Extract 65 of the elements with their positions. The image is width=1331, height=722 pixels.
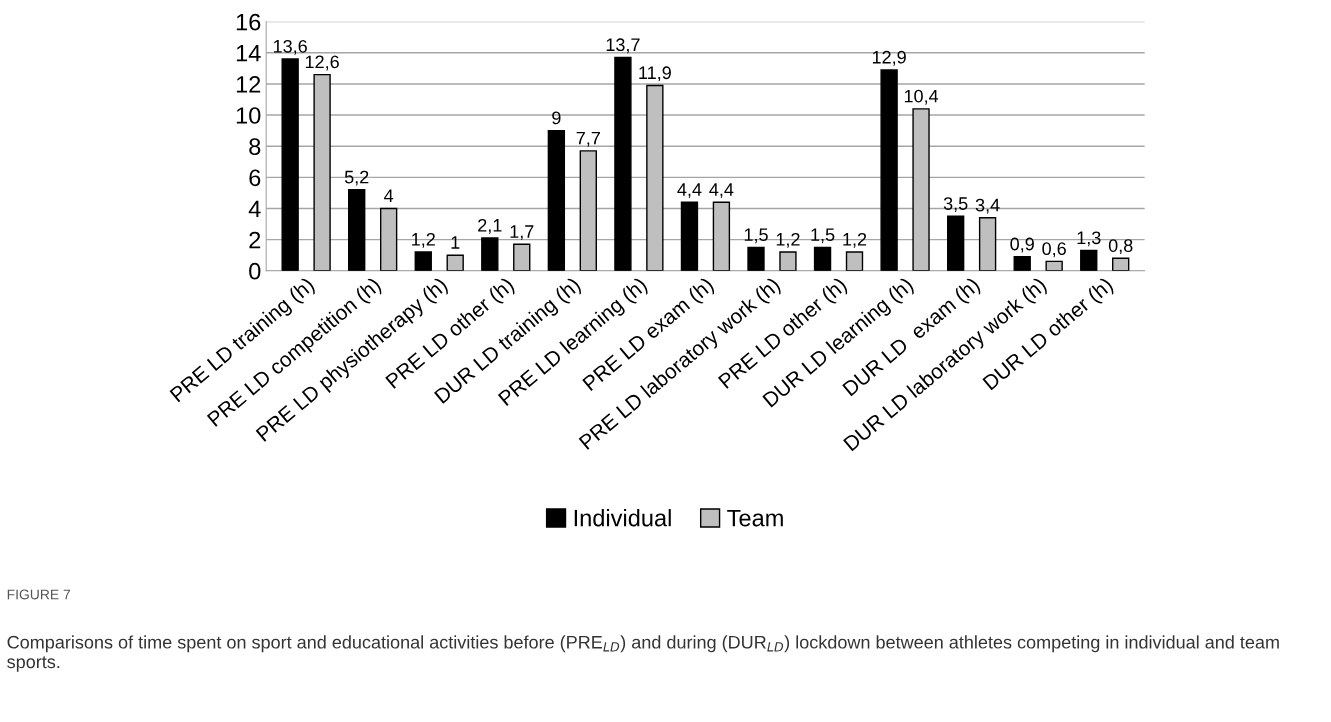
y-tick-label: 16: [236, 13, 261, 31]
bar: [946, 215, 965, 271]
y-tick-label: 8: [249, 138, 261, 155]
bar: [446, 254, 464, 271]
bar: [614, 56, 632, 271]
data-label: 4,4: [709, 183, 734, 199]
bar: [379, 207, 398, 271]
y-tick-label: 4: [248, 200, 261, 218]
data-label: 7,7: [576, 131, 600, 147]
bar: [680, 201, 699, 271]
data-label: 1,2: [412, 232, 435, 248]
legend-label: Individual: [574, 509, 671, 527]
y-tick-label: 6: [249, 169, 261, 187]
bar: [1013, 256, 1031, 271]
bar: [712, 201, 731, 271]
data-label: 13,7: [606, 38, 640, 54]
legend-label: Team: [727, 509, 783, 527]
bar: [813, 246, 832, 271]
y-tick-label: 0: [249, 262, 261, 280]
data-label: 0,8: [1108, 239, 1133, 255]
data-label: 12,6: [305, 55, 339, 71]
bar: [1080, 249, 1098, 271]
data-label: 3,5: [943, 197, 968, 213]
data-label: 13,6: [273, 39, 307, 55]
y-tick-label: 14: [236, 45, 261, 62]
data-label: 1,2: [776, 232, 800, 248]
data-label: 1,7: [510, 225, 534, 241]
bar: [978, 217, 997, 271]
text: Comparisons of time spent on sport and educational activities before (PRE$_{LD}$) and during (DUR$_{LD}$) lockdown between athletes competing in individual and team sports.: [7, 635, 1279, 672]
bar: [646, 84, 664, 271]
bar: [912, 108, 930, 271]
bar: [845, 251, 864, 271]
y-tick-label: 10: [236, 107, 261, 124]
data-label: 4: [384, 189, 394, 202]
data-label: 1,2: [843, 232, 867, 248]
bar: [348, 189, 366, 271]
data-label: 0,6: [1042, 242, 1066, 258]
data-label: 4,4: [677, 183, 702, 199]
bar: [281, 58, 299, 271]
bar: [481, 237, 499, 271]
data-label: 1: [451, 236, 460, 249]
data-label: 11,9: [639, 66, 671, 82]
data-label: 0,9: [1010, 237, 1034, 253]
bar: [547, 129, 566, 271]
bar: [579, 150, 597, 271]
data-label: 2,1: [478, 218, 502, 234]
bar: [779, 251, 797, 271]
y-tick-label: 2: [249, 231, 261, 249]
bar: [1112, 257, 1130, 271]
bar: [414, 251, 432, 271]
bar: [880, 69, 898, 271]
caption: FIGURE 7: [7, 589, 71, 600]
data-label: 5,2: [344, 170, 369, 186]
data-label: 9: [552, 111, 561, 125]
data-label: 1,5: [744, 228, 768, 244]
data-label: 1,5: [811, 228, 835, 244]
data-label: 3,4: [975, 198, 1000, 214]
bar: [313, 73, 331, 271]
bar: [1045, 260, 1063, 271]
y-tick-label: 12: [236, 76, 261, 93]
bar: [747, 246, 765, 271]
data-label: 10,4: [904, 89, 939, 105]
data-label: 12,9: [872, 50, 906, 66]
bar: [513, 243, 531, 271]
data-label: 1,3: [1077, 231, 1101, 247]
